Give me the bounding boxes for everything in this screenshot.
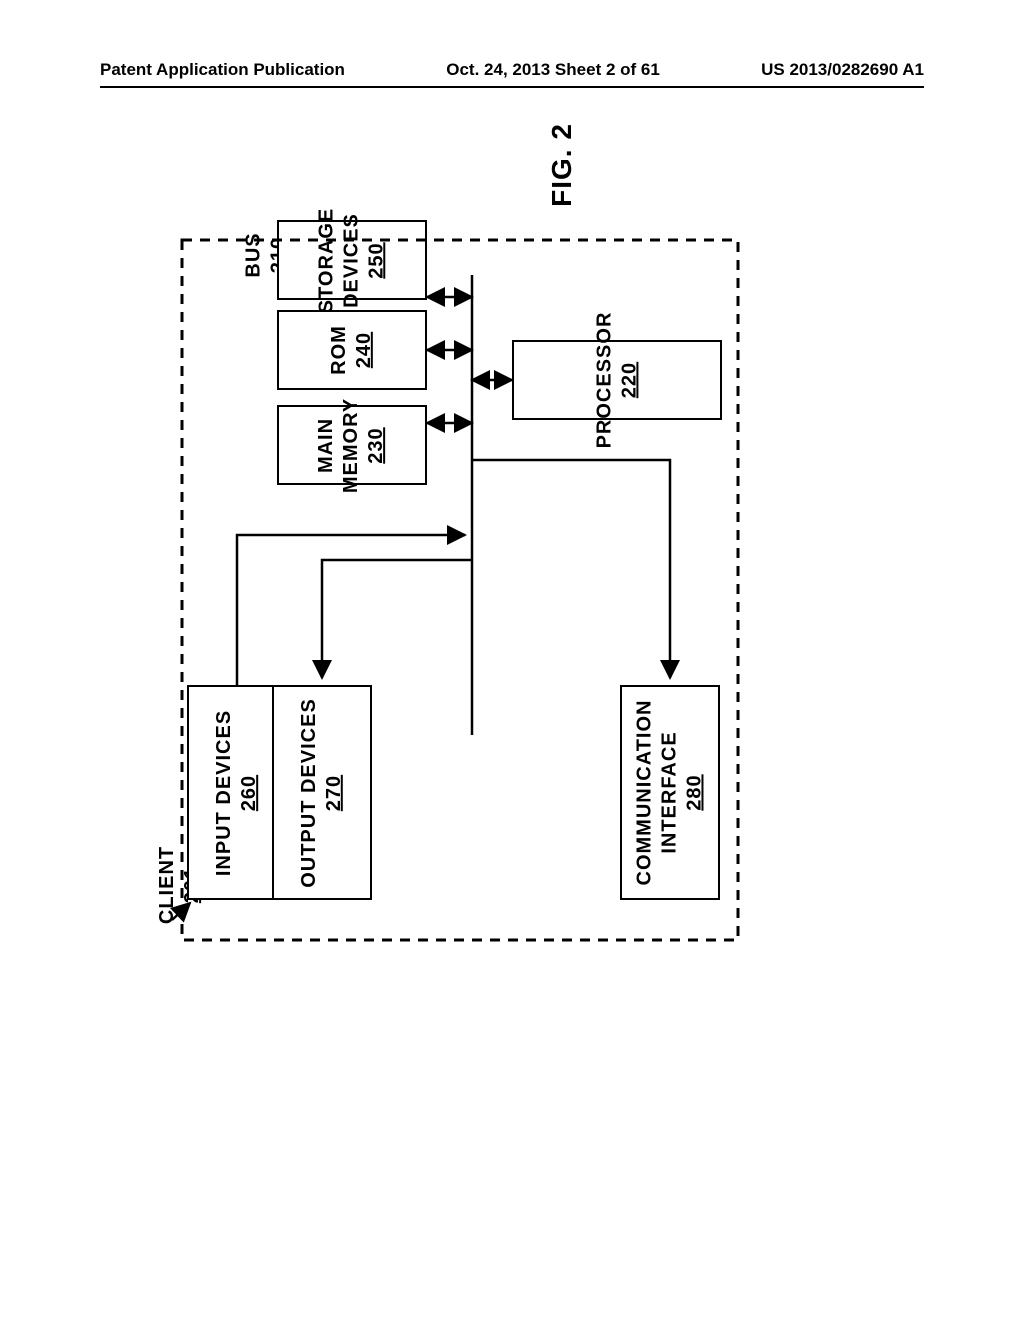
figure-2-diagram: FIG. 2 CLIENT 201 BUS 210 STORAGE DEVICE…: [182, 215, 742, 945]
input-devices-connector: [237, 535, 465, 685]
diagram-connectors: [182, 215, 742, 945]
figure-title: FIG. 2: [462, 135, 662, 195]
page-header: Patent Application Publication Oct. 24, …: [100, 60, 924, 80]
comm-interface-connector: [472, 460, 670, 678]
output-devices-box: OUTPUT DEVICES 270: [272, 685, 372, 900]
header-left: Patent Application Publication: [100, 60, 345, 80]
page: Patent Application Publication Oct. 24, …: [0, 0, 1024, 1320]
client-enclosure: [182, 240, 738, 940]
header-right: US 2013/0282690 A1: [761, 60, 924, 80]
output-devices-connector: [322, 560, 472, 678]
header-rule: [100, 86, 924, 88]
header-center: Oct. 24, 2013 Sheet 2 of 61: [446, 60, 660, 80]
